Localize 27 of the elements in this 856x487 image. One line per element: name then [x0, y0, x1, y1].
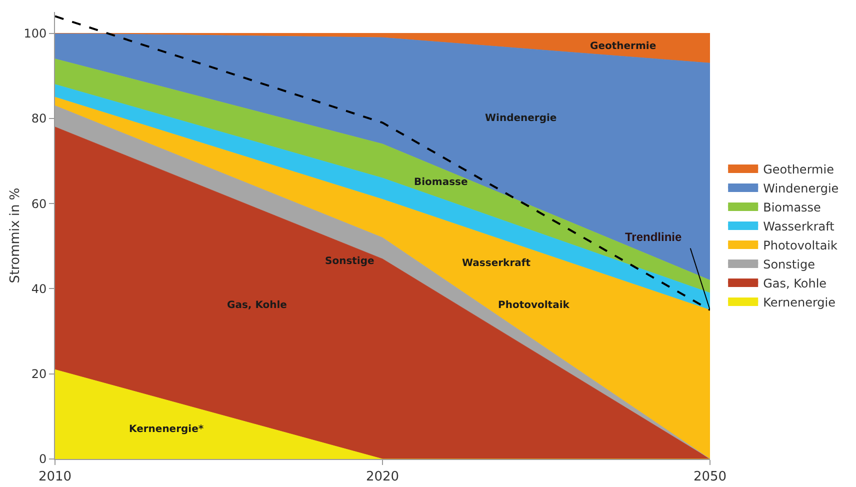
x-tick-label: 2020 [366, 470, 400, 485]
x-tick-label: 2010 [38, 470, 72, 485]
annotation: Sonstige [325, 256, 375, 267]
annotation: Photovoltaik [498, 300, 570, 311]
legend-label: Biomasse [763, 200, 821, 215]
legend-label: Gas, Kohle [763, 276, 827, 291]
annotation: Biomasse [414, 177, 468, 188]
y-tick-label: 0 [38, 452, 47, 466]
legend-label: Geothermie [763, 162, 834, 177]
y-tick-label: 40 [31, 282, 47, 296]
annotation: Kernenergie* [129, 424, 204, 435]
x-tick-label: 2050 [693, 470, 727, 485]
annotation: Windenergie [485, 113, 557, 124]
annotation: Trendlinie [625, 230, 682, 244]
y-tick-label: 60 [31, 196, 47, 211]
y-tick-label: 80 [31, 112, 47, 126]
legend-label: Wasserkraft [763, 220, 835, 234]
legend-label: Photovoltaik [763, 238, 838, 253]
annotation: Wasserkraft [462, 258, 531, 269]
annotation: Geothermie [590, 41, 656, 52]
y-tick-label: 100 [24, 26, 47, 40]
y-tick-label: 20 [31, 367, 47, 382]
legend-label: Sonstige [763, 258, 815, 272]
y-axis-title: Strommix in % [8, 188, 23, 284]
legend-label: Windenergie [763, 182, 839, 196]
annotation: Gas, Kohle [227, 300, 288, 311]
legend-label: Kernenergie [763, 296, 836, 310]
